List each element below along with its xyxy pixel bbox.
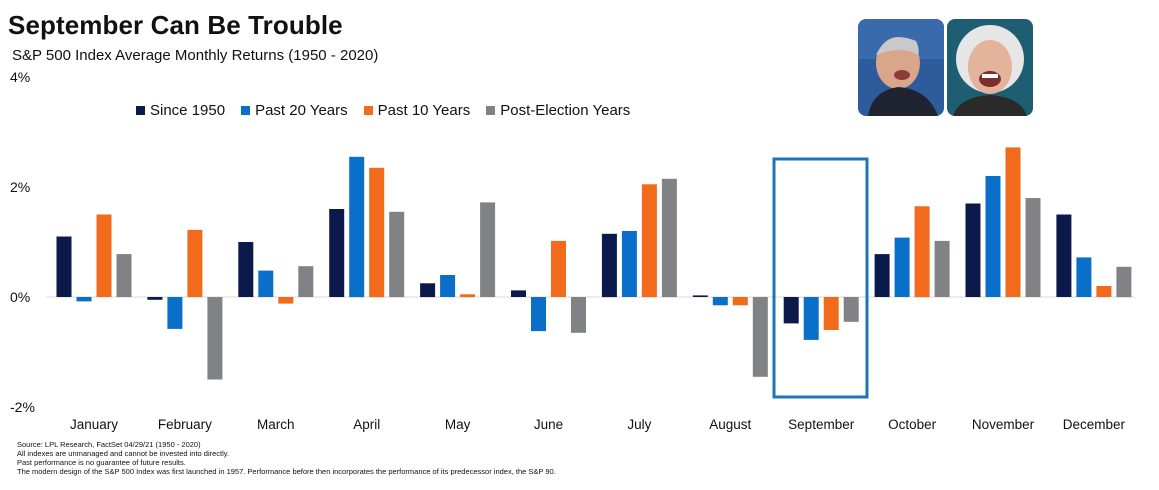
bar-september-since-1950 bbox=[783, 297, 799, 324]
bar-november-past-10-years bbox=[1005, 147, 1021, 297]
bar-april-post-election-years bbox=[389, 211, 405, 298]
legend-label: Since 1950 bbox=[150, 102, 226, 119]
bar-august-past-20-years bbox=[712, 297, 728, 306]
bar-april-past-20-years bbox=[349, 156, 365, 298]
bar-may-past-10-years bbox=[460, 294, 476, 298]
bar-march-past-20-years bbox=[258, 270, 274, 297]
x-tick-label: April bbox=[353, 417, 380, 432]
bar-september-past-10-years bbox=[823, 297, 839, 330]
bar-march-post-election-years bbox=[298, 266, 314, 297]
bar-may-past-20-years bbox=[440, 275, 456, 297]
footnotes: Source: LPL Research, FactSet 04/29/21 (… bbox=[17, 440, 556, 476]
bar-july-past-10-years bbox=[641, 184, 657, 298]
legend-item-past-10-years: Past 10 Years bbox=[363, 102, 471, 119]
legend-item-past-20-years: Past 20 Years bbox=[241, 102, 348, 119]
bar-february-since-1950 bbox=[147, 297, 163, 300]
bar-march-past-10-years bbox=[278, 297, 294, 304]
bar-october-since-1950 bbox=[874, 254, 890, 297]
legend-swatch bbox=[241, 106, 251, 115]
bar-august-since-1950 bbox=[692, 295, 708, 297]
y-tick-label: -2% bbox=[10, 399, 35, 415]
bar-october-post-election-years bbox=[934, 240, 950, 297]
bar-july-past-20-years bbox=[621, 231, 637, 297]
x-tick-label: September bbox=[788, 417, 855, 432]
footnote-source: Source: LPL Research, FactSet 04/29/21 (… bbox=[17, 440, 201, 449]
bar-june-past-10-years bbox=[551, 240, 566, 297]
legend-label: Past 20 Years bbox=[255, 102, 348, 119]
bar-october-past-20-years bbox=[894, 237, 910, 297]
legend-label: Past 10 Years bbox=[377, 102, 471, 119]
bar-january-post-election-years bbox=[116, 254, 132, 297]
bar-november-since-1950 bbox=[965, 203, 981, 297]
y-tick-label: 0% bbox=[10, 289, 30, 305]
bar-july-since-1950 bbox=[601, 233, 617, 298]
bar-april-since-1950 bbox=[329, 209, 345, 297]
bar-august-post-election-years bbox=[752, 297, 768, 377]
chart-subtitle: S&P 500 Index Average Monthly Returns (1… bbox=[12, 47, 379, 64]
y-tick-label: 4% bbox=[10, 69, 30, 85]
legend-swatch bbox=[136, 106, 145, 115]
bar-january-since-1950 bbox=[56, 236, 72, 297]
x-tick-label: January bbox=[70, 417, 118, 432]
x-tick-label: February bbox=[158, 417, 212, 432]
laughing-man-photo bbox=[858, 19, 944, 116]
bar-march-since-1950 bbox=[238, 242, 254, 297]
bars bbox=[56, 147, 1132, 380]
bar-october-past-10-years bbox=[914, 206, 930, 298]
bar-september-past-20-years bbox=[803, 297, 819, 340]
bar-january-past-10-years bbox=[96, 214, 112, 297]
x-tick-label: October bbox=[888, 417, 937, 432]
bar-february-post-election-years bbox=[207, 297, 223, 380]
x-tick-label: May bbox=[445, 417, 471, 432]
y-tick-label: 2% bbox=[10, 179, 30, 195]
bar-august-past-10-years bbox=[732, 297, 748, 306]
bar-february-past-20-years bbox=[167, 297, 183, 329]
september-highlight-box bbox=[772, 157, 869, 399]
x-tick-label: June bbox=[534, 417, 563, 432]
footnote-past-performance: Past performance is no guarantee of futu… bbox=[17, 458, 186, 467]
bar-december-since-1950 bbox=[1056, 214, 1072, 297]
bar-april-past-10-years bbox=[369, 167, 385, 298]
bar-december-post-election-years bbox=[1116, 266, 1132, 298]
footnote-modern-design: The modern design of the S&P 500 Index w… bbox=[17, 467, 556, 476]
bar-july-post-election-years bbox=[661, 178, 677, 298]
x-tick-label: July bbox=[627, 417, 651, 432]
laughing-woman-photo bbox=[947, 19, 1033, 116]
x-tick-label: December bbox=[1063, 417, 1126, 432]
y-axis: 4% 2% 0% -2% bbox=[10, 69, 35, 415]
bar-june-post-election-years bbox=[571, 297, 586, 333]
x-tick-label: August bbox=[709, 417, 751, 432]
legend-swatch bbox=[486, 106, 496, 115]
bar-may-since-1950 bbox=[420, 283, 436, 298]
bar-december-past-10-years bbox=[1096, 286, 1112, 297]
bar-february-past-10-years bbox=[187, 229, 203, 297]
chart-title: September Can Be Trouble bbox=[8, 10, 343, 40]
bar-january-past-20-years bbox=[76, 297, 92, 302]
bar-november-past-20-years bbox=[985, 176, 1001, 297]
bar-chart: 4% 2% 0% -2% January February March April May Ju… bbox=[10, 69, 1135, 432]
bar-september-post-election-years bbox=[843, 297, 859, 322]
bar-june-past-20-years bbox=[531, 297, 546, 332]
chart-legend: Since 1950 Past 20 Years Past 10 Years P… bbox=[136, 102, 630, 119]
x-axis: January February March April May June July Augu… bbox=[70, 417, 1126, 432]
bar-december-past-20-years bbox=[1076, 257, 1092, 297]
legend-label: Post-Election Years bbox=[500, 102, 631, 119]
bar-may-post-election-years bbox=[480, 202, 496, 297]
bar-june-since-1950 bbox=[511, 290, 526, 297]
legend-item-post-election-years: Post-Election Years bbox=[486, 102, 630, 119]
footnote-indexes: All indexes are unmanaged and cannot be … bbox=[17, 449, 230, 458]
x-tick-label: November bbox=[972, 417, 1035, 432]
legend-swatch bbox=[363, 106, 373, 115]
bar-november-post-election-years bbox=[1025, 198, 1041, 297]
legend-item-since-1950: Since 1950 bbox=[136, 102, 225, 119]
x-tick-label: March bbox=[257, 417, 295, 432]
